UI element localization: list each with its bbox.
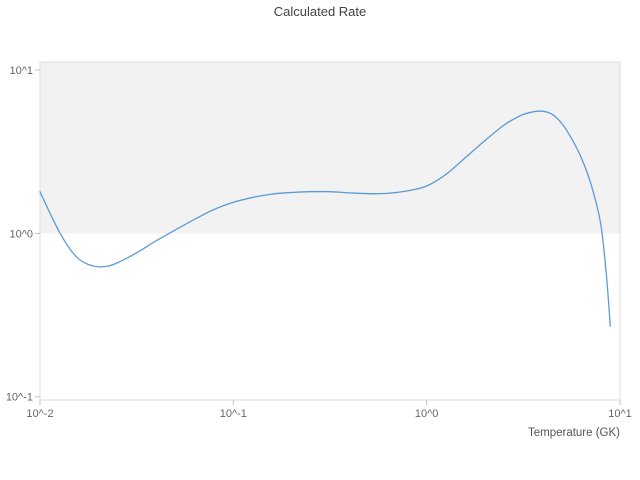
- y-tick-label: 10^0: [9, 228, 33, 240]
- x-tick-label: 10^0: [415, 408, 439, 420]
- shaded-band-layer: [40, 62, 620, 234]
- x-tick-label: 10^-1: [220, 408, 247, 420]
- axes-layer: 10^-2 10^-1 10^0 10^1 10^1 10^0 10^-1: [6, 65, 632, 420]
- x-tick-label: 10^1: [608, 408, 632, 420]
- chart-title: Calculated Rate: [274, 4, 367, 19]
- y-tick-label: 10^-1: [6, 392, 33, 404]
- rate-line: [39, 110, 611, 327]
- shaded-band: [40, 62, 620, 234]
- y-tick-label: 10^1: [9, 65, 33, 77]
- plot-border: [39, 61, 621, 401]
- x-tick-label: 10^-2: [26, 408, 53, 420]
- x-axis-label: Temperature (GK): [528, 427, 620, 439]
